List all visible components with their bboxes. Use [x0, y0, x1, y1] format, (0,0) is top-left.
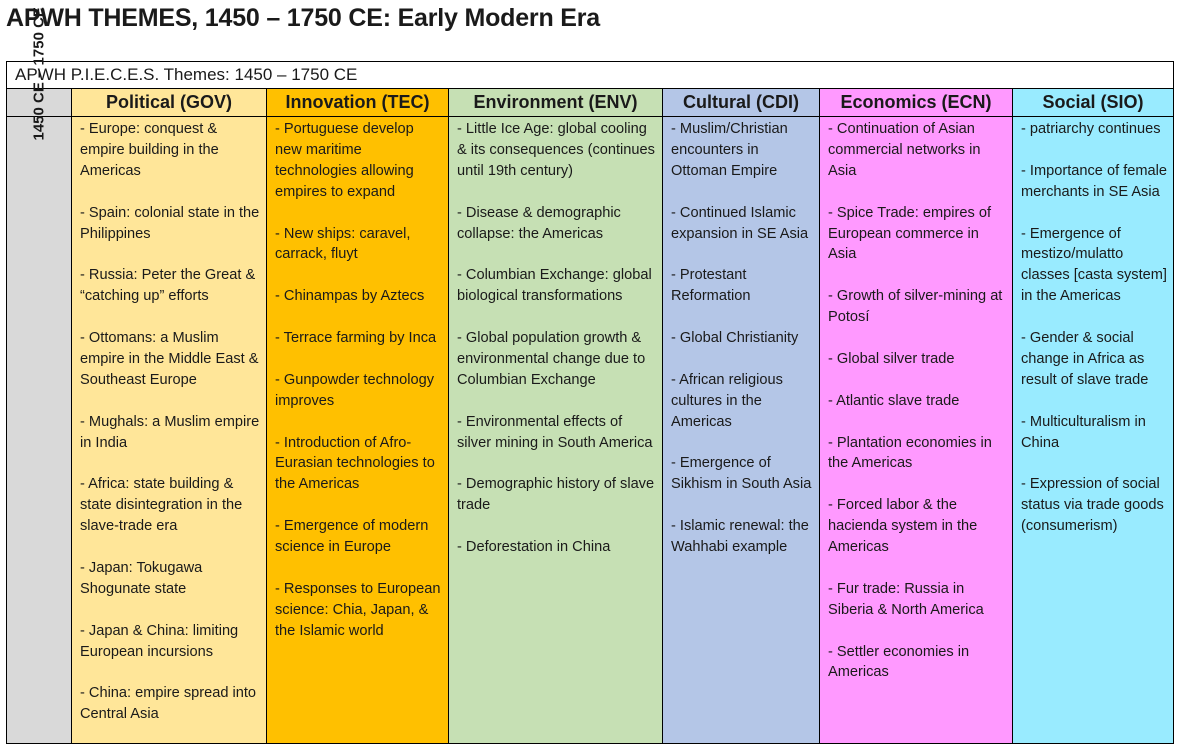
list-item: - Expression of social status via trade …: [1021, 476, 1164, 535]
column-innovation: - Portuguese develop new maritime techno…: [266, 116, 449, 744]
list-item: - Gunpowder technology improves: [275, 371, 435, 409]
heading-political: Political (GOV): [71, 88, 267, 117]
heading-cultural: Cultural (CDI): [662, 88, 820, 117]
list-item: - Growth of silver-mining at Potosí: [828, 288, 1003, 326]
column-economics: - Continuation of Asian commercial netwo…: [819, 116, 1013, 744]
list-item: - Global silver trade: [828, 350, 955, 367]
list-item: - Disease & demographic collapse: the Am…: [457, 204, 621, 242]
political-items: - Europe: conquest & empire building in …: [72, 117, 266, 725]
list-item: - New ships: caravel, carrack, fluyt: [275, 225, 411, 263]
list-item: - Russia: Peter the Great & “catching up…: [80, 267, 256, 305]
list-item: - Deforestation in China: [457, 539, 611, 556]
list-item: - Fur trade: Russia in Siberia & North A…: [828, 580, 984, 618]
row-label-cell: 1450 CE – 1750 CE: [6, 7, 72, 744]
list-item: - Columbian Exchange: global biological …: [457, 267, 652, 305]
list-item: - Emergence of mestizo/mulatto classes […: [1021, 225, 1167, 305]
list-item: - Portuguese develop new maritime techno…: [275, 121, 414, 200]
list-item: - Ottomans: a Muslim empire in the Middl…: [80, 330, 259, 388]
list-item: - Islamic renewal: the Wahhabi example: [671, 518, 809, 556]
column-environment: - Little Ice Age: global cooling & its c…: [448, 116, 663, 744]
list-item: - Responses to European science: Chia, J…: [275, 580, 441, 639]
innovation-items: - Portuguese develop new maritime techno…: [267, 117, 448, 642]
list-item: - Environmental effects of silver mining…: [457, 413, 653, 451]
column-cultural: - Muslim/Christian encounters in Ottoman…: [662, 116, 820, 744]
list-item: - Emergence of Sikhism in South Asia: [671, 455, 812, 493]
column-political: - Europe: conquest & empire building in …: [71, 116, 267, 744]
economics-items: - Continuation of Asian commercial netwo…: [820, 117, 1012, 683]
list-item: - Global Christianity: [671, 330, 799, 347]
list-item: - Forced labor & the hacienda system in …: [828, 497, 978, 556]
list-item: - Japan & China: limiting European incur…: [80, 622, 239, 660]
row-label: 1450 CE – 1750 CE: [31, 7, 48, 140]
list-item: - Global population growth & environment…: [457, 330, 646, 388]
list-item: - Multiculturalism in China: [1021, 413, 1146, 451]
table-caption: APWH P.I.E.C.E.S. Themes: 1450 – 1750 CE: [5, 61, 1175, 89]
list-item: - Mughals: a Muslim empire in India: [80, 413, 260, 451]
heading-innovation: Innovation (TEC): [266, 88, 449, 117]
cultural-items: - Muslim/Christian encounters in Ottoman…: [663, 117, 819, 558]
page-title: APWH THEMES, 1450 – 1750 CE: Early Moder…: [6, 4, 600, 32]
column-social: - patriarchy continues - Importance of fe…: [1011, 116, 1175, 744]
list-item: - Emergence of modern science in Europe: [275, 518, 429, 556]
list-item: - Continuation of Asian commercial netwo…: [828, 121, 981, 179]
heading-economics: Economics (ECN): [819, 88, 1013, 117]
list-item: - African religious cultures in the Amer…: [671, 371, 783, 430]
heading-social: Social (SIO): [1011, 88, 1175, 117]
list-item: - China: empire spread into Central Asia: [80, 685, 257, 723]
list-item: - Protestant Reformation: [671, 267, 751, 305]
list-item: - patriarchy continues: [1021, 121, 1161, 137]
list-item: - Continued Islamic expansion in SE Asia: [671, 204, 809, 242]
list-item: - Europe: conquest & empire building in …: [80, 121, 219, 179]
social-items: - patriarchy continues - Importance of fe…: [1013, 117, 1173, 537]
list-item: - Spice Trade: empires of European comme…: [828, 204, 992, 263]
list-item: - Plantation economies in the Americas: [828, 434, 992, 472]
list-item: - Africa: state building & state disinte…: [80, 476, 243, 535]
list-item: - Chinampas by Aztecs: [275, 288, 425, 305]
list-item: - Importance of female merchants in SE A…: [1021, 162, 1168, 200]
heading-environment: Environment (ENV): [448, 88, 663, 117]
list-item: - Japan: Tokugawa Shogunate state: [80, 559, 203, 597]
list-item: - Gender & social change in Africa as re…: [1021, 330, 1149, 388]
environment-items: - Little Ice Age: global cooling & its c…: [449, 117, 662, 558]
list-item: - Terrace farming by Inca: [275, 330, 437, 347]
list-item: - Demographic history of slave trade: [457, 476, 655, 514]
list-item: - Little Ice Age: global cooling & its c…: [457, 121, 655, 179]
list-item: - Muslim/Christian encounters in Ottoman…: [671, 121, 788, 179]
list-item: - Spain: colonial state in the Philippin…: [80, 204, 260, 242]
list-item: - Atlantic slave trade: [828, 392, 960, 409]
list-item: - Settler economies in Americas: [828, 643, 970, 681]
themes-table: APWH P.I.E.C.E.S. Themes: 1450 – 1750 CE…: [5, 7, 1175, 744]
corner-cell: [6, 88, 72, 117]
list-item: - Introduction of Afro-Eurasian technolo…: [275, 434, 435, 493]
